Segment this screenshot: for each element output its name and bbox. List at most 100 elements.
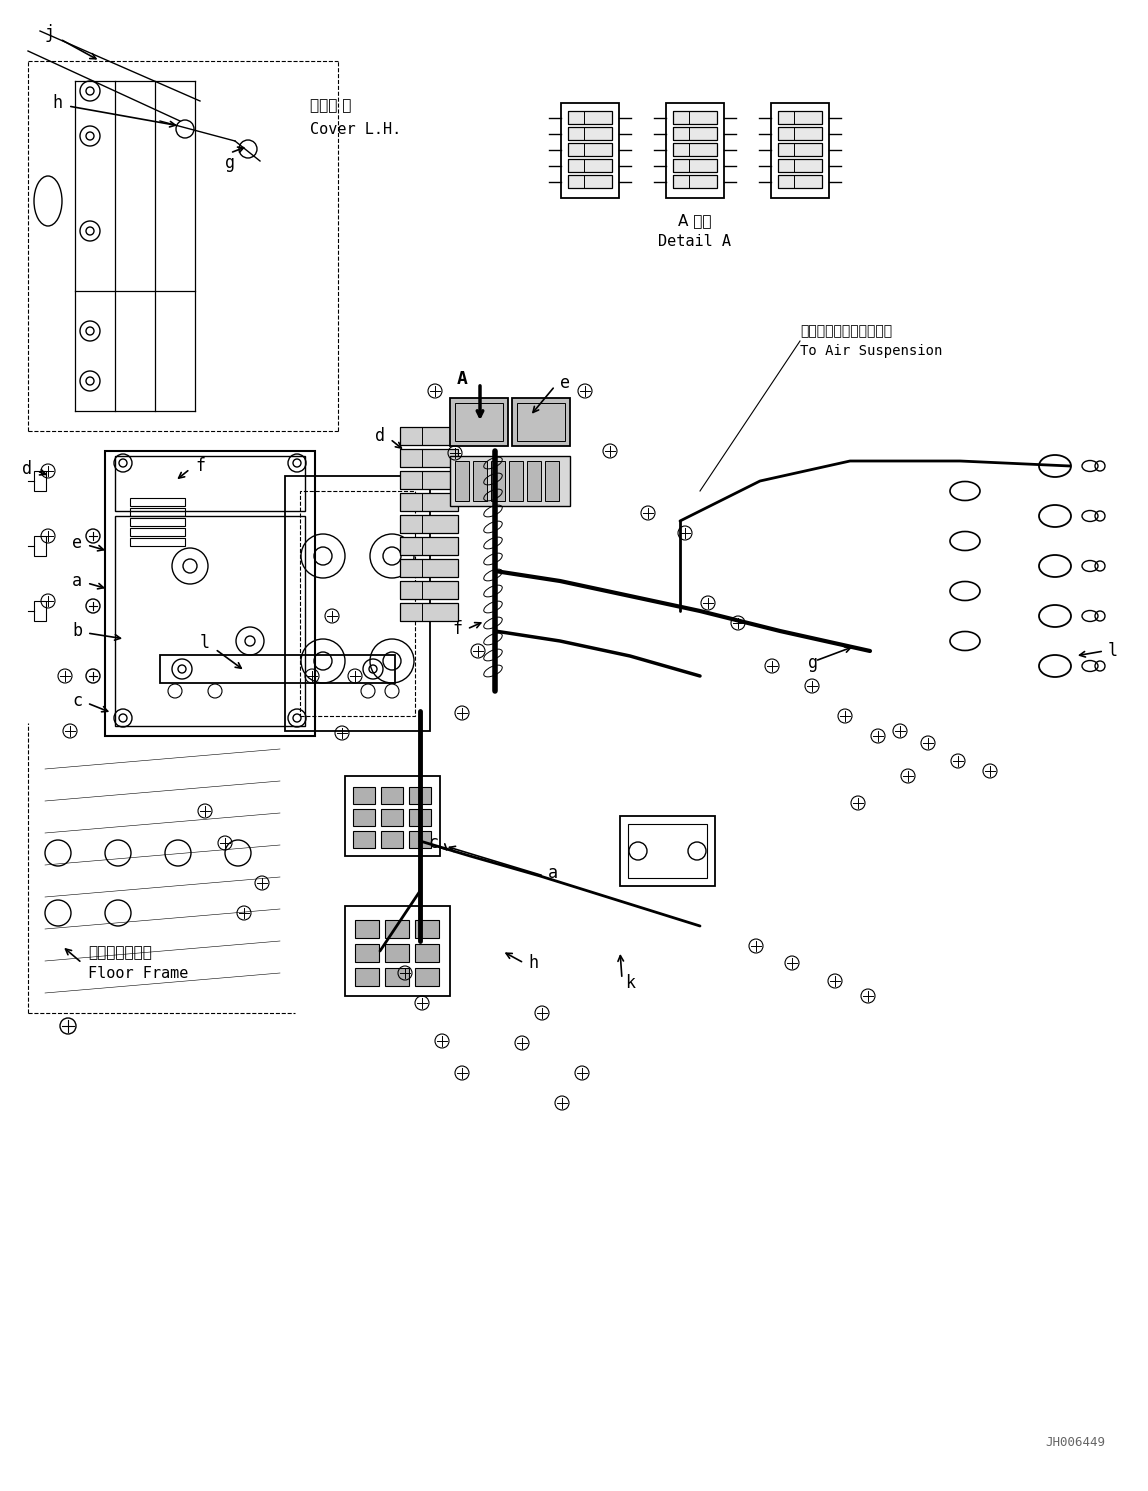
Text: h: h	[528, 954, 538, 972]
Bar	[130, 538, 185, 546]
Text: c: c	[428, 833, 439, 851]
Bar	[414, 944, 439, 962]
Text: b: b	[72, 622, 82, 640]
Text: d: d	[375, 426, 385, 444]
Bar	[352, 830, 375, 848]
Bar	[473, 461, 487, 501]
Bar	[352, 787, 375, 804]
Bar	[385, 944, 409, 962]
Bar	[285, 476, 430, 731]
Bar	[527, 461, 541, 501]
Bar	[666, 103, 724, 198]
Bar	[568, 127, 584, 140]
Bar	[568, 110, 612, 124]
Text: d: d	[22, 461, 32, 479]
Bar	[491, 461, 505, 501]
Bar	[400, 514, 422, 532]
Bar	[512, 398, 571, 446]
Bar	[355, 920, 379, 938]
Bar	[455, 461, 470, 501]
Bar	[455, 403, 503, 441]
Bar	[352, 810, 375, 826]
Bar	[300, 491, 414, 716]
Bar	[673, 110, 718, 124]
Bar	[130, 498, 185, 505]
Text: f: f	[195, 458, 205, 476]
Bar	[130, 517, 185, 526]
Bar	[400, 471, 422, 489]
Bar	[673, 127, 689, 140]
Bar	[673, 110, 689, 124]
Bar	[673, 143, 718, 157]
Bar	[620, 816, 715, 886]
Bar	[130, 528, 185, 535]
Bar	[400, 602, 422, 620]
Bar	[545, 461, 559, 501]
Bar	[346, 775, 440, 856]
Bar	[778, 143, 794, 157]
Bar	[400, 581, 458, 599]
Text: f: f	[452, 620, 461, 638]
Bar	[414, 920, 439, 938]
Bar	[568, 127, 612, 140]
Text: e: e	[72, 534, 82, 552]
Bar	[568, 174, 584, 188]
Bar	[673, 160, 689, 171]
Bar	[628, 825, 707, 878]
Bar	[509, 461, 523, 501]
Text: Detail A: Detail A	[659, 234, 731, 249]
Bar	[400, 494, 422, 511]
Bar	[400, 537, 422, 555]
Text: a: a	[72, 573, 82, 590]
Bar	[130, 508, 185, 516]
Text: フロアフレーム: フロアフレーム	[88, 945, 152, 960]
Bar	[400, 581, 422, 599]
Bar	[673, 143, 689, 157]
Text: h: h	[52, 94, 62, 112]
Bar	[778, 160, 794, 171]
Bar	[400, 537, 458, 555]
Text: c: c	[72, 692, 82, 710]
Text: JH006449: JH006449	[1045, 1436, 1106, 1449]
Bar	[568, 110, 584, 124]
Bar	[517, 403, 565, 441]
Bar	[115, 456, 305, 511]
Bar	[568, 174, 612, 188]
Bar	[409, 830, 430, 848]
Bar	[400, 602, 458, 620]
Bar	[568, 160, 612, 171]
Bar	[778, 160, 822, 171]
Bar	[771, 103, 829, 198]
Bar	[450, 456, 571, 505]
Bar	[400, 426, 458, 444]
Text: k: k	[625, 974, 635, 992]
Bar	[385, 920, 409, 938]
Text: a: a	[548, 863, 558, 883]
Bar	[673, 160, 718, 171]
Text: Cover L.H.: Cover L.H.	[310, 121, 402, 137]
Text: To Air Suspension: To Air Suspension	[800, 344, 943, 358]
Text: A 詳細: A 詳細	[678, 213, 712, 228]
Text: Floor Frame: Floor Frame	[88, 966, 188, 981]
Bar	[34, 471, 46, 491]
Bar	[409, 787, 430, 804]
Bar	[778, 110, 822, 124]
Bar	[561, 103, 619, 198]
Bar	[115, 516, 305, 726]
Bar	[568, 143, 612, 157]
Bar	[400, 449, 422, 467]
Text: g: g	[225, 154, 235, 171]
Bar	[778, 174, 794, 188]
Bar	[400, 426, 422, 444]
Bar	[400, 514, 458, 532]
Bar	[355, 968, 379, 986]
Text: j: j	[45, 24, 55, 42]
Bar	[34, 601, 46, 620]
Bar	[778, 110, 794, 124]
Bar	[673, 174, 689, 188]
Text: カバー 左: カバー 左	[310, 98, 351, 113]
Bar	[778, 174, 822, 188]
Bar	[34, 535, 46, 556]
Bar	[568, 143, 584, 157]
Bar	[400, 559, 422, 577]
